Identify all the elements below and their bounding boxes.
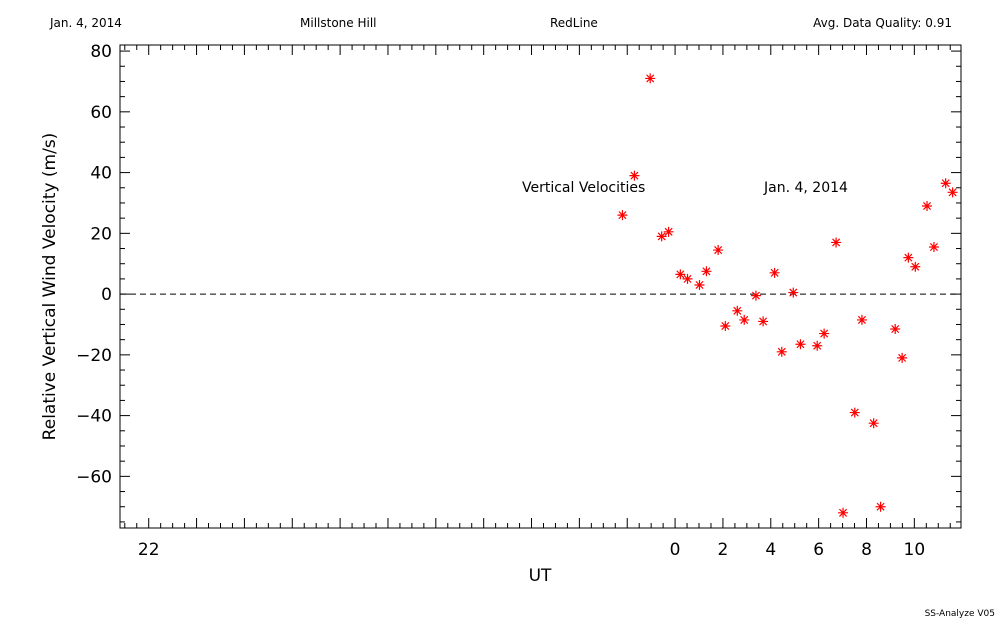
x-tick-label: 0 <box>670 540 681 560</box>
data-point <box>645 73 656 84</box>
header-emission-line: RedLine <box>550 16 598 30</box>
data-point <box>732 305 743 316</box>
x-tick-label: 6 <box>813 540 824 560</box>
data-point <box>795 339 806 350</box>
data-point <box>656 231 667 242</box>
y-tick-label: 0 <box>101 285 112 305</box>
x-tick-label: 2 <box>718 540 729 560</box>
data-point <box>701 266 712 277</box>
data-point <box>769 267 780 278</box>
data-point <box>788 287 799 298</box>
plot-frame <box>119 44 962 529</box>
data-point <box>750 290 761 301</box>
data-point <box>897 352 908 363</box>
data-point <box>868 418 879 429</box>
data-point <box>940 178 951 189</box>
header-date: Jan. 4, 2014 <box>50 16 122 30</box>
y-tick-label: 80 <box>90 42 112 62</box>
data-point <box>890 324 901 335</box>
x-tick-label: 8 <box>861 540 872 560</box>
x-axis-label: UT <box>529 566 552 586</box>
y-tick-label: −60 <box>76 467 112 487</box>
data-point <box>758 316 769 327</box>
data-point <box>617 210 628 221</box>
axis-ticks <box>120 45 961 528</box>
data-point <box>922 201 933 211</box>
data-point <box>819 328 830 339</box>
data-point <box>903 252 914 263</box>
y-tick-label: 60 <box>90 103 112 123</box>
x-tick-label: 22 <box>138 540 160 560</box>
data-markers <box>617 73 958 518</box>
data-point <box>831 237 842 248</box>
data-point <box>713 245 724 256</box>
data-point <box>856 314 867 325</box>
data-point <box>629 170 640 181</box>
tick-labels: −60 −40 −20 0 20 40 60 80 22 0 2 4 6 8 10 <box>76 42 925 560</box>
data-point <box>682 273 693 284</box>
data-point <box>849 407 860 418</box>
data-point <box>720 320 731 331</box>
header-site: Millstone Hill <box>300 16 377 30</box>
y-tick-label: 20 <box>90 224 112 244</box>
data-point <box>739 314 750 325</box>
data-point <box>928 242 939 253</box>
y-axis-label: Relative Vertical Wind Velocity (m/s) <box>40 133 60 441</box>
annotation-vertical-velocities: Vertical Velocities <box>522 180 645 196</box>
data-point <box>776 346 787 357</box>
y-tick-label: 40 <box>90 164 112 184</box>
data-point <box>875 501 886 512</box>
footer-version: SS-Analyze V05 <box>924 609 995 619</box>
data-point <box>675 269 686 280</box>
data-point <box>663 226 674 237</box>
annotation-date: Jan. 4, 2014 <box>763 180 848 196</box>
data-point <box>910 261 921 272</box>
y-tick-label: −20 <box>76 346 112 366</box>
data-point <box>947 187 958 198</box>
x-tick-label: 4 <box>765 540 776 560</box>
y-tick-label: −40 <box>76 407 112 427</box>
data-point <box>812 340 823 351</box>
x-tick-label: 10 <box>904 540 926 560</box>
header-data-quality: Avg. Data Quality: 0.91 <box>813 16 952 30</box>
data-point <box>838 507 849 518</box>
data-point <box>694 279 705 290</box>
